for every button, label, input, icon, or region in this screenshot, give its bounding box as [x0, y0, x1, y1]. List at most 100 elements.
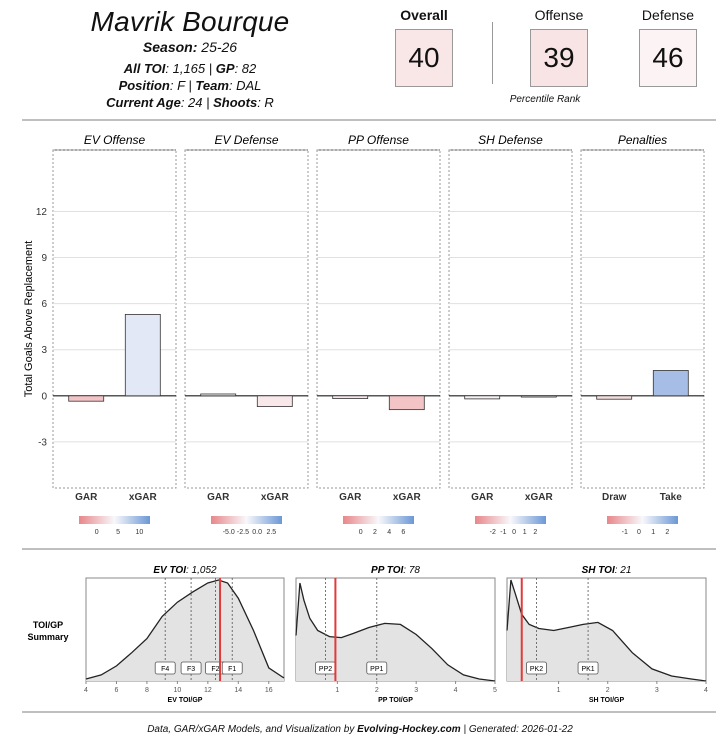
toi-x-axis-label: EV TOI/GP: [168, 697, 203, 704]
density-curve: [295, 582, 496, 682]
legend-tick: 1: [523, 529, 527, 536]
toi-panel-0: EV TOI: 1,052 F4 F3 F2 F1 4 6 8 10 12 14 16 EV TOI/G…: [84, 565, 285, 704]
legend-tick: 5: [116, 529, 120, 536]
position-label: Position: [118, 78, 170, 93]
footer-brand: Evolving-Hockey.com: [357, 724, 461, 735]
toi-summary-label-2: Summary: [27, 632, 68, 642]
x-tick-label: 2: [606, 687, 610, 694]
x-tick-label: xGAR: [261, 492, 290, 503]
x-tick-label: Draw: [602, 492, 627, 503]
season-line: Season: 25-26: [142, 39, 238, 55]
panel-title: PP Offense: [348, 133, 409, 147]
gar-panel-3: SH Defense GAR xGAR -2 -1 0 1 2: [448, 133, 573, 536]
x-tick-label: 6: [115, 687, 119, 694]
legend-tick: 1: [651, 529, 655, 536]
footer-credit: Data, GAR/xGAR Models, and Visualization…: [0, 724, 720, 735]
bar-xgar: [520, 395, 557, 398]
quantile-box: [366, 661, 388, 675]
age-label: Current Age: [106, 95, 181, 110]
panel-title: Penalties: [618, 133, 667, 147]
bar-take: [652, 370, 689, 397]
legend-tick: -2: [490, 529, 496, 536]
color-legend: [475, 516, 546, 524]
legend-tick: 2: [533, 529, 537, 536]
panel-title: EV Offense: [84, 133, 146, 147]
toi-total: : 78: [403, 565, 420, 576]
legend-tick: -5.0: [223, 529, 235, 536]
toi-title-text: SH TOI: [582, 565, 615, 576]
gar-panel-2: PP Offense GAR xGAR 0 2 4 6: [316, 133, 441, 536]
team-value: DAL: [236, 78, 262, 93]
defense-score: 46: [639, 29, 697, 87]
panel-title: SH Defense: [478, 133, 543, 147]
x-tick-label: 1: [557, 687, 561, 694]
legend-tick: 4: [387, 529, 391, 536]
density-curve: [506, 579, 707, 682]
y-tick-label: 9: [41, 253, 47, 264]
legend-tick: -1: [500, 529, 506, 536]
shoots-value: R: [264, 95, 274, 110]
x-tick-label: 12: [204, 687, 212, 694]
legend-tick: 0: [95, 529, 99, 536]
panel-border: [184, 149, 309, 489]
x-tick-label: 4: [454, 687, 458, 694]
x-tick-label: 16: [265, 687, 273, 694]
quantile-label: PK2: [530, 666, 543, 673]
color-legend: [79, 516, 150, 524]
quantile-label: PP1: [370, 666, 383, 673]
shoots-label: Shoots: [213, 95, 258, 110]
overall-score: 40: [395, 29, 453, 87]
overall-label: Overall: [400, 7, 448, 23]
x-tick-label: GAR: [75, 492, 98, 503]
age-value: 24: [188, 95, 203, 110]
panel-border: [580, 149, 705, 489]
gar-panel-1: EV Defense GAR xGAR -5.0 -2.5 0.0 2.5: [184, 133, 309, 536]
quantile-box: [577, 661, 599, 675]
toi-panel-title: SH TOI: 21: [582, 565, 632, 576]
legend-tick: 2.5: [266, 529, 276, 536]
toi-line: All TOI: 1,165 | GP: 82: [123, 61, 257, 76]
x-tick-label: xGAR: [393, 492, 422, 503]
bar-xgar: [124, 313, 161, 397]
gar-panel-0: EV Offense GAR xGAR 0 5 10: [52, 133, 177, 536]
quantile-box: [221, 661, 243, 675]
x-tick-label: 8: [145, 687, 149, 694]
y-tick-label: 0: [41, 391, 47, 402]
footer-suffix: | Generated: 2026-01-22: [460, 724, 573, 735]
position-value: F: [177, 78, 185, 93]
legend-tick: 2: [665, 529, 669, 536]
bar-gar: [68, 395, 105, 402]
color-legend: [211, 516, 282, 524]
panel-border: [448, 149, 573, 489]
toi-title-text: PP TOI: [371, 565, 403, 576]
toi-panel-1: PP TOI: 78 PP2 PP1 1 2 3 4 5 PP TOI/GP: [295, 565, 497, 704]
season-label: Season: [142, 39, 193, 55]
x-tick-label: 4: [704, 687, 708, 694]
x-tick-label: 14: [234, 687, 242, 694]
quantile-box: [526, 661, 547, 675]
player-name: Mavrik Bourque: [90, 6, 290, 37]
x-tick-label: 5: [493, 687, 497, 694]
x-tick-label: Take: [660, 492, 682, 503]
x-tick-label: GAR: [207, 492, 230, 503]
bar-gar: [332, 395, 369, 399]
y-axis-label: Total Goals Above Replacement: [23, 241, 35, 398]
score-divider: [492, 22, 493, 84]
defense-label: Defense: [641, 7, 695, 23]
footer-prefix: Data, GAR/xGAR Models, and Visualization…: [147, 724, 358, 735]
offense-score: 39: [530, 29, 588, 87]
x-tick-label: xGAR: [129, 492, 158, 503]
gp-value: 82: [241, 61, 257, 76]
y-tick-label: -3: [38, 437, 47, 448]
legend-tick: -1: [622, 529, 628, 536]
toi-total: : 1,052: [186, 565, 217, 576]
density-area: [296, 583, 495, 681]
quantile-label: F1: [228, 666, 236, 673]
toi-x-axis-label: PP TOI/GP: [378, 697, 413, 704]
toi-label: All TOI: [123, 61, 166, 76]
offense-label: Offense: [534, 7, 584, 23]
gar-panel-4: Penalties Draw Take -1 0 1 2: [580, 133, 705, 536]
season-value: 25-26: [201, 39, 238, 55]
x-tick-label: 10: [173, 687, 181, 694]
bar-xgar: [256, 395, 293, 407]
